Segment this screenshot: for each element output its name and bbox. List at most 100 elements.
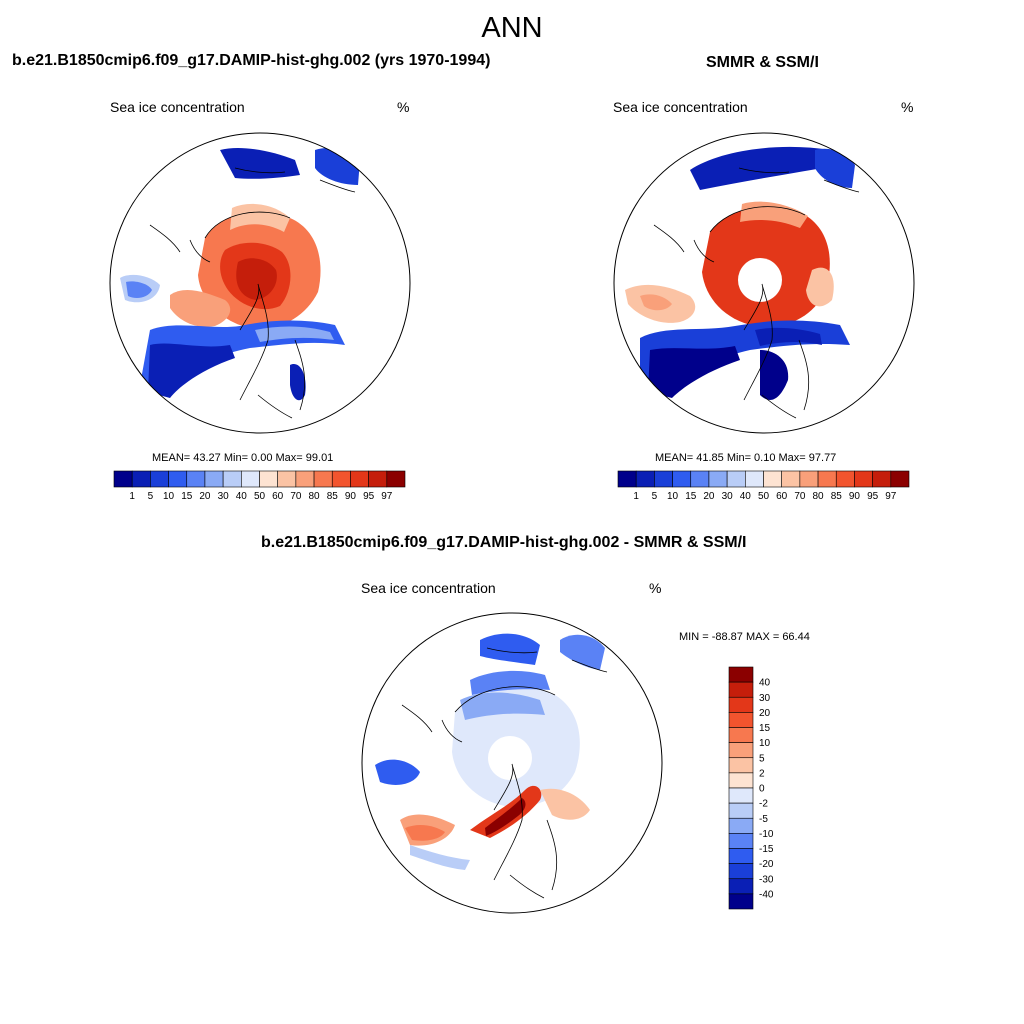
panel1-stats: MEAN= 43.27 Min= 0.00 Max= 99.01 <box>152 452 334 464</box>
diff-colorbar-swatch <box>728 787 754 804</box>
panel1-colorbar-swatch <box>131 470 151 488</box>
panel1-colorbar-swatch <box>186 470 206 488</box>
panel2-colorbar: 1 5 10 15 20 30 40 50 60 70 80 85 90 95 97 <box>617 470 910 502</box>
panel2-colorbar-swatch <box>708 470 728 488</box>
panel2-colorbar-swatch <box>854 470 873 488</box>
diff-colorbar-tick-label: 10 <box>759 738 771 749</box>
panel2-colorbar-tick-label: 80 <box>813 491 825 502</box>
panel1-colorbar-swatch <box>295 470 315 488</box>
panel1-colorbar-swatch <box>150 470 169 488</box>
panel2-colorbar-tick-label: 70 <box>794 491 806 502</box>
panel2-colorbar-swatch <box>872 470 892 488</box>
panel2-variable-label: Sea ice concentration <box>613 99 748 115</box>
panel1-colorbar-tick-label: 10 <box>163 491 175 502</box>
diff-panel-header: b.e21.B1850cmip6.f09_g17.DAMIP-hist-ghg.… <box>261 534 747 551</box>
panel1-colorbar-tick-label: 1 <box>129 491 135 502</box>
diff-colorbar-tick-label: 40 <box>759 678 771 689</box>
diff-colorbar-swatch <box>728 802 754 819</box>
page-title: ANN <box>481 12 543 44</box>
panel1-colorbar-swatch <box>350 470 369 488</box>
panel2-header: SMMR & SSM/I <box>706 54 819 71</box>
diff-colorbar-tick-label: -30 <box>759 874 774 885</box>
diff-colorbar-tick-label: -5 <box>759 814 768 825</box>
panel1-colorbar-tick-label: 20 <box>199 491 211 502</box>
panel1-colorbar-tick-label: 15 <box>181 491 193 502</box>
diff-colorbar-swatch <box>728 817 754 834</box>
panel2-colorbar-swatch <box>635 470 655 488</box>
diff-colorbar-tick-label: 20 <box>759 708 771 719</box>
diff-colorbar-swatch <box>728 666 754 683</box>
diff-units-label: % <box>649 580 662 596</box>
diff-colorbar-swatch <box>728 727 754 743</box>
diff-minmax: MIN = -88.87 MAX = 66.44 <box>679 631 810 643</box>
panel1-colorbar-swatch <box>113 470 133 488</box>
panel1-colorbar-swatch <box>259 470 278 488</box>
panel1-colorbar-swatch <box>204 470 224 488</box>
diff-colorbar-swatch <box>728 681 754 698</box>
panel2-colorbar-swatch <box>690 470 710 488</box>
panel2-colorbar-tick-label: 50 <box>758 491 770 502</box>
panel2-colorbar-tick-label: 40 <box>740 491 752 502</box>
panel1-colorbar-tick-label: 5 <box>148 491 154 502</box>
panel1-variable-label: Sea ice concentration <box>110 99 245 115</box>
panel1-colorbar-tick-label: 97 <box>381 491 393 502</box>
panel2-colorbar-swatch <box>781 470 801 488</box>
panel2-units-label: % <box>901 99 914 115</box>
panel2-colorbar-swatch <box>835 470 855 488</box>
panel1-colorbar-tick-label: 30 <box>218 491 230 502</box>
panel2-colorbar-swatch <box>654 470 673 488</box>
panel2-colorbar-swatch <box>890 470 910 488</box>
panel1-colorbar-swatch <box>386 470 406 488</box>
diff-colorbar-tick-label: -20 <box>759 859 774 870</box>
diff-colorbar-tick-label: 30 <box>759 693 771 704</box>
diff-colorbar-swatch <box>728 833 754 849</box>
panel1-units-label: % <box>397 99 410 115</box>
panel2-colorbar-tick-label: 5 <box>652 491 658 502</box>
panel2-colorbar-tick-label: 15 <box>685 491 697 502</box>
diff-colorbar-tick-label: 5 <box>759 753 765 764</box>
panel1-colorbar-swatch <box>222 470 242 488</box>
panel2-colorbar-tick-label: 10 <box>667 491 679 502</box>
panel2-stats: MEAN= 41.85 Min= 0.10 Max= 97.77 <box>655 452 837 464</box>
panel1-header: b.e21.B1850cmip6.f09_g17.DAMIP-hist-ghg.… <box>12 52 491 69</box>
panel2-colorbar-swatch <box>745 470 764 488</box>
panel2-colorbar-swatch <box>817 470 837 488</box>
diff-colorbar-swatch <box>728 757 754 774</box>
panel1-colorbar-swatch <box>331 470 351 488</box>
panel1-colorbar-tick-label: 40 <box>236 491 248 502</box>
diff-colorbar-swatch <box>728 696 754 713</box>
panel2-colorbar-tick-label: 85 <box>831 491 843 502</box>
panel2-colorbar-tick-label: 60 <box>776 491 788 502</box>
panel1-colorbar-swatch <box>313 470 333 488</box>
diff-colorbar-tick-label: -15 <box>759 844 774 855</box>
diff-map <box>362 613 662 913</box>
panel1-colorbar-swatch <box>168 470 188 488</box>
panel1-colorbar-swatch <box>368 470 388 488</box>
panel1-colorbar-tick-label: 70 <box>290 491 302 502</box>
diff-colorbar-swatch <box>728 742 754 759</box>
panel2-colorbar-tick-label: 97 <box>885 491 897 502</box>
panel2-colorbar-swatch <box>672 470 692 488</box>
diff-colorbar-tick-label: -2 <box>759 799 768 810</box>
diff-colorbar-tick-label: 2 <box>759 768 765 779</box>
panel2-colorbar-tick-label: 20 <box>703 491 715 502</box>
diff-variable-label: Sea ice concentration <box>361 580 496 596</box>
panel1-colorbar-swatch <box>241 470 260 488</box>
panel2-colorbar-tick-label: 1 <box>633 491 639 502</box>
panel1-colorbar: 1 5 10 15 20 30 40 50 60 70 80 85 90 95 97 <box>113 470 406 502</box>
panel2-colorbar-tick-label: 95 <box>867 491 879 502</box>
panel2-colorbar-swatch <box>726 470 746 488</box>
diff-colorbar-tick-label: 15 <box>759 723 771 734</box>
panel2-map <box>614 133 914 433</box>
panel2-colorbar-swatch <box>763 470 782 488</box>
panel1-colorbar-tick-label: 95 <box>363 491 375 502</box>
panel2-colorbar-swatch <box>617 470 637 488</box>
diff-colorbar-swatch <box>728 848 754 864</box>
panel1-colorbar-tick-label: 50 <box>254 491 266 502</box>
panel2-colorbar-tick-label: 30 <box>722 491 734 502</box>
diff-colorbar-tick-label: 0 <box>759 784 765 795</box>
panel1-colorbar-tick-label: 85 <box>327 491 339 502</box>
panel1-colorbar-tick-label: 60 <box>272 491 284 502</box>
diff-colorbar-swatch <box>728 893 754 910</box>
